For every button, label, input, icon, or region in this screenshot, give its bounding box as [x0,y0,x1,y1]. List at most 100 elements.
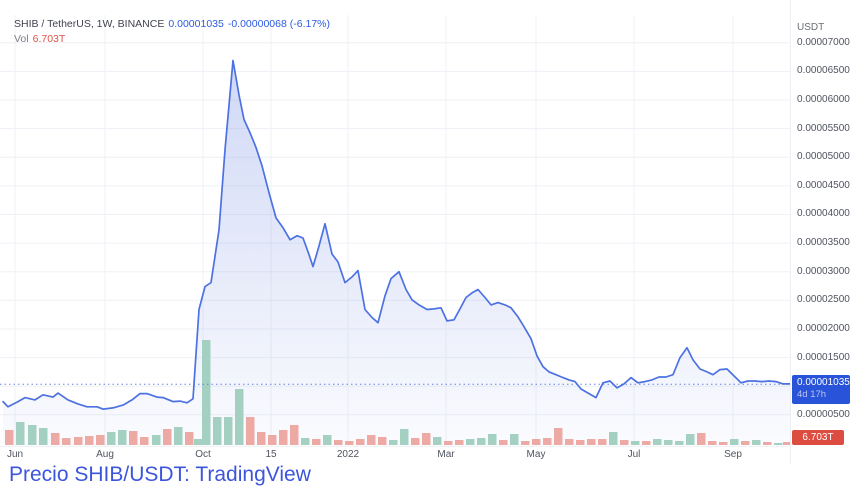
price-tick: 0.00007000 [797,37,850,48]
volume-bar [488,434,497,445]
volume-bar [140,437,149,445]
currency-label: USDT [797,22,825,33]
time-tick: Mar [437,449,455,460]
volume-bar [763,442,772,445]
volume-bar [163,429,172,445]
volume-bar [16,422,25,445]
time-tick: Jun [6,449,24,460]
volume-bar [202,340,211,445]
volume-bar [576,440,585,445]
price-chart-canvas[interactable] [0,0,850,466]
volume-value: 6.703T [32,33,66,45]
price-tick: 0.00002000 [797,323,850,334]
volume-bar [301,438,310,445]
volume-bar [194,439,203,445]
price-tick: 0.00003000 [797,266,850,277]
time-tick: 15 [265,449,277,460]
time-tick: Oct [195,449,211,460]
price-tick: 0.00000500 [797,409,850,420]
volume-bar [118,430,127,445]
volume-bar [279,430,288,445]
time-tick: Sep [724,449,742,460]
volume-bar [543,438,552,445]
legend-price-change: -0.00000068 (-6.17%) [227,18,330,30]
volume-bar [224,417,233,445]
volume-bar [257,432,266,445]
volume-bar [499,440,508,445]
volume-bar [719,442,728,445]
volume-bar [107,432,116,445]
volume-bar [312,439,321,445]
legend-last-price: 0.00001035 [168,18,224,30]
volume-bar [653,439,662,445]
volume-bar [620,440,629,445]
volume-bar [554,428,563,445]
volume-bar [378,437,387,445]
symbol-title: SHIB / TetherUS, 1W, BINANCE [14,18,165,30]
price-tick: 0.00003500 [797,237,850,248]
volume-bar [411,438,420,445]
time-axis[interactable]: Jun Aug Oct 15 2022 Mar May Jul Sep [0,447,790,465]
volume-bar [213,417,222,445]
volume-bar [96,435,105,445]
volume-bar [521,441,530,445]
volume-bar [400,429,409,445]
volume-bar [631,441,640,445]
volume-bar [466,439,475,445]
price-area-fill [3,60,790,445]
volume-bar [532,439,541,445]
volume-bar [290,425,299,445]
volume-bar [39,428,48,445]
volume-bar [51,433,60,445]
price-tick: 0.00005500 [797,123,850,134]
price-tick: 0.00001500 [797,352,850,363]
volume-bar [675,441,684,445]
volume-bar [510,434,519,445]
volume-bar [477,438,486,445]
volume-bar [129,431,138,445]
volume-bar [334,440,343,445]
volume-bar [664,440,673,445]
volume-bar [642,441,651,445]
last-price-tag: 0.00001035 4d 17h [792,375,850,404]
price-tick: 0.00004500 [797,180,850,191]
last-price-tag-value: 0.00001035 [797,377,850,388]
volume-bar [85,436,94,445]
volume-bar [152,435,161,445]
volume-bar [268,435,277,445]
volume-bar [433,437,442,445]
volume-bar [741,441,750,445]
volume-bar [422,433,431,445]
volume-bar [609,432,618,445]
price-tick: 0.00005000 [797,151,850,162]
volume-bar [174,427,183,445]
volume-tag: 6.703T [792,430,844,445]
time-tick: May [526,449,546,460]
caption-link[interactable]: Precio SHIB/USDT: TradingView [9,463,311,486]
volume-bar [774,443,783,445]
volume-bar [367,435,376,445]
volume-bar [686,434,695,445]
volume-bar [5,430,14,445]
time-tick: Aug [96,449,114,460]
volume-bar [752,440,761,445]
time-tick: 2022 [336,449,360,460]
price-tick: 0.00006000 [797,94,850,105]
symbol-legend[interactable]: SHIB / TetherUS, 1W, BINANCE 0.00001035 -0… [14,17,334,47]
volume-bar [697,433,706,445]
price-axis[interactable]: USDT 0.00007000 0.00006500 0.00006000 0.000… [790,0,850,464]
volume-label: Vol [14,33,29,45]
time-tick: Jul [627,449,641,460]
volume-bar [389,440,398,445]
volume-bar [246,417,255,445]
volume-bar [323,435,332,445]
volume-bar [598,439,607,445]
price-tick: 0.00004000 [797,208,850,219]
volume-bar [730,439,739,445]
volume-bar [455,440,464,445]
volume-bar [356,439,365,445]
volume-bar [28,425,37,445]
volume-bar [235,389,244,445]
volume-bar [185,432,194,445]
